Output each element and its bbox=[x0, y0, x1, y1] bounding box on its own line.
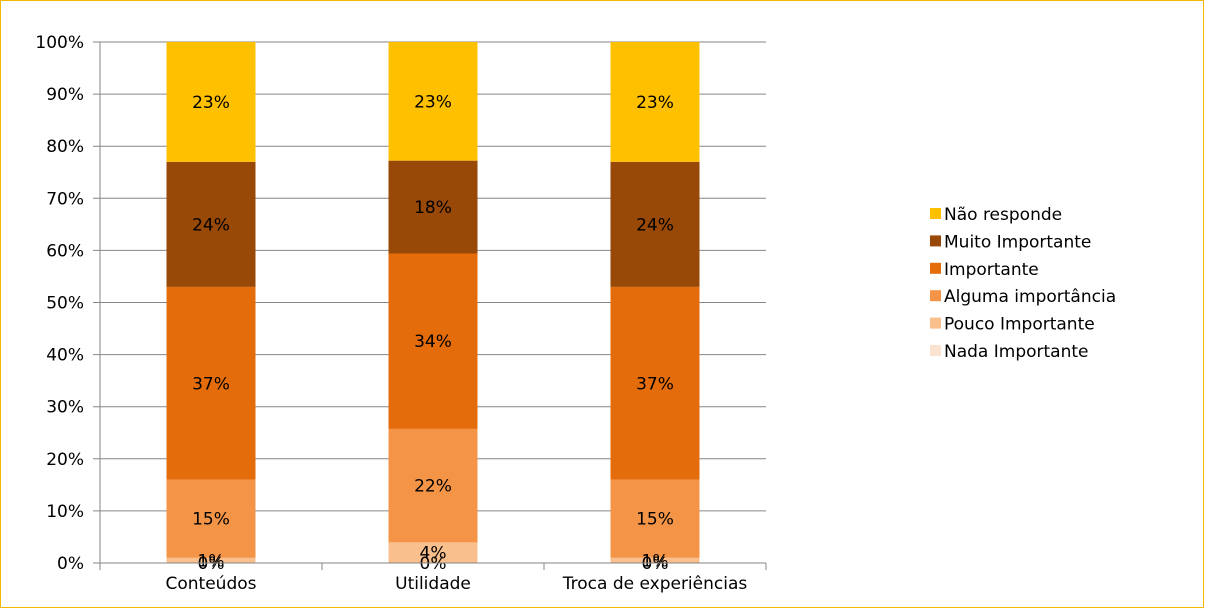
legend-swatch bbox=[930, 317, 941, 329]
data-label: 34% bbox=[414, 332, 452, 352]
data-label: 15% bbox=[192, 510, 230, 530]
y-axis-ticks: 0% 10% 20% 30% 40% 50% 60% 70% 80% 90% 100% bbox=[35, 33, 84, 574]
y-tick-label: 50% bbox=[46, 294, 84, 314]
data-labels: 0%1%15%37%24%23%0%4%22%34%18%23%0%1%15%3… bbox=[192, 92, 674, 574]
data-label: 0% bbox=[198, 554, 225, 574]
y-tick-label: 60% bbox=[46, 241, 84, 261]
y-tick-label: 100% bbox=[35, 33, 84, 53]
data-label: 37% bbox=[636, 374, 674, 394]
data-label: 0% bbox=[420, 554, 447, 574]
y-tick-label: 0% bbox=[57, 554, 84, 574]
bar-series bbox=[166, 42, 700, 563]
y-tick-label: 90% bbox=[46, 85, 84, 105]
y-tick-label: 30% bbox=[46, 398, 84, 418]
data-label: 0% bbox=[642, 554, 669, 574]
legend-label: Pouco Importante bbox=[944, 315, 1095, 335]
bar-segment bbox=[388, 253, 478, 429]
data-label: 18% bbox=[414, 198, 452, 218]
bar-segment bbox=[610, 286, 700, 480]
legend-swatch bbox=[930, 235, 941, 247]
x-axis-ticks: Conteúdos Utilidade Troca de experiências bbox=[166, 574, 748, 594]
bar-segment bbox=[610, 42, 700, 162]
legend-label: Não responde bbox=[944, 205, 1062, 225]
bar-segment bbox=[388, 160, 478, 254]
legend-swatch bbox=[930, 290, 941, 302]
data-label: 4% bbox=[420, 544, 447, 564]
bar-segment bbox=[388, 542, 478, 563]
data-label: 23% bbox=[636, 93, 674, 113]
data-label: 1% bbox=[198, 551, 225, 571]
bar-segment bbox=[610, 479, 700, 558]
y-tick-label: 70% bbox=[46, 189, 84, 209]
data-label: 37% bbox=[192, 374, 230, 394]
data-label: 15% bbox=[636, 510, 674, 530]
legend: Não responde Muito Importante Importante Al… bbox=[930, 205, 1116, 362]
legend-swatch bbox=[930, 208, 941, 219]
bar-segment bbox=[388, 42, 478, 161]
legend-label: Nada Importante bbox=[944, 342, 1088, 362]
legend-label: Muito Importante bbox=[944, 232, 1091, 252]
x-tick-label: Troca de experiências bbox=[562, 574, 748, 594]
legend-swatch bbox=[930, 345, 941, 356]
axes bbox=[99, 42, 767, 570]
legend-label: Importante bbox=[944, 260, 1039, 280]
legend-swatch bbox=[930, 262, 941, 274]
bar-segment bbox=[388, 428, 478, 543]
bar-segment bbox=[166, 286, 256, 480]
data-label: 23% bbox=[414, 92, 452, 112]
x-tick-label: Conteúdos bbox=[166, 574, 257, 594]
data-label: 22% bbox=[414, 477, 452, 497]
data-label: 1% bbox=[642, 551, 669, 571]
y-tick-label: 10% bbox=[46, 502, 84, 522]
bar-segment bbox=[166, 557, 256, 563]
y-tick-label: 80% bbox=[46, 137, 84, 157]
data-label: 24% bbox=[636, 215, 674, 235]
legend-label: Alguma importância bbox=[944, 287, 1116, 307]
y-tick-label: 20% bbox=[46, 450, 84, 470]
bar-segment bbox=[610, 557, 700, 563]
data-label: 24% bbox=[192, 215, 230, 235]
bar-segment bbox=[166, 161, 256, 287]
bar-segment bbox=[610, 161, 700, 287]
y-tick-label: 40% bbox=[46, 346, 84, 366]
bar-segment bbox=[166, 479, 256, 558]
bar-segment bbox=[166, 42, 256, 162]
x-tick-label: Utilidade bbox=[395, 574, 471, 594]
data-label: 23% bbox=[192, 93, 230, 113]
